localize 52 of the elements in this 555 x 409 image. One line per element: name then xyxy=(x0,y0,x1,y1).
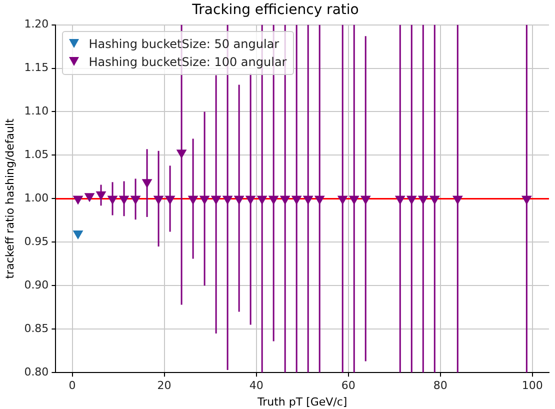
point xyxy=(222,196,232,204)
x-tick-label: 60 xyxy=(341,379,356,392)
y-axis-title: trackeff ratio hashing/default xyxy=(3,118,16,279)
x-tick-label: 40 xyxy=(249,379,264,392)
y-tick-label: 0.95 xyxy=(24,235,49,248)
point xyxy=(338,196,348,204)
point xyxy=(154,196,164,204)
point xyxy=(119,196,129,204)
point xyxy=(303,196,313,204)
point xyxy=(452,196,462,204)
y-tick-label: 1.15 xyxy=(24,61,49,74)
point xyxy=(395,196,405,204)
point xyxy=(360,196,370,204)
x-axis-title: Truth pT [GeV/c] xyxy=(256,395,348,408)
point xyxy=(406,196,416,204)
point xyxy=(257,196,267,204)
x-tick-label: 100 xyxy=(522,379,543,392)
point xyxy=(430,196,440,204)
x-tick-label: 0 xyxy=(68,379,76,392)
point xyxy=(200,196,210,204)
point xyxy=(268,196,278,204)
y-tick-label: 1.00 xyxy=(24,192,49,205)
point xyxy=(165,196,175,204)
x-tick-label: 20 xyxy=(157,379,172,392)
point xyxy=(188,196,198,204)
point xyxy=(522,196,532,204)
chart-title: Tracking efficiency ratio xyxy=(191,2,359,18)
point xyxy=(349,196,359,204)
y-tick-label: 0.90 xyxy=(24,278,49,292)
y-tick-label: 1.05 xyxy=(24,148,49,162)
point xyxy=(142,179,152,188)
point xyxy=(211,196,221,204)
point xyxy=(418,196,428,204)
point xyxy=(280,196,290,204)
point xyxy=(234,196,244,204)
y-tick-label: 0.80 xyxy=(24,365,49,378)
point xyxy=(292,196,302,204)
legend-label: Hashing bucketSize: 50 angular xyxy=(88,36,280,53)
point xyxy=(96,191,106,200)
point xyxy=(176,150,186,158)
point xyxy=(73,196,83,204)
point xyxy=(108,196,118,204)
y-tick-label: 0.85 xyxy=(24,322,49,335)
point xyxy=(246,196,256,204)
y-tick-label: 1.20 xyxy=(24,18,49,31)
point xyxy=(314,196,324,204)
point xyxy=(73,230,83,239)
y-tick-label: 1.10 xyxy=(24,104,49,118)
point xyxy=(84,193,94,202)
point xyxy=(130,196,140,204)
legend-label: Hashing bucketSize: 100 angular xyxy=(88,54,287,71)
x-tick-label: 80 xyxy=(433,379,448,392)
